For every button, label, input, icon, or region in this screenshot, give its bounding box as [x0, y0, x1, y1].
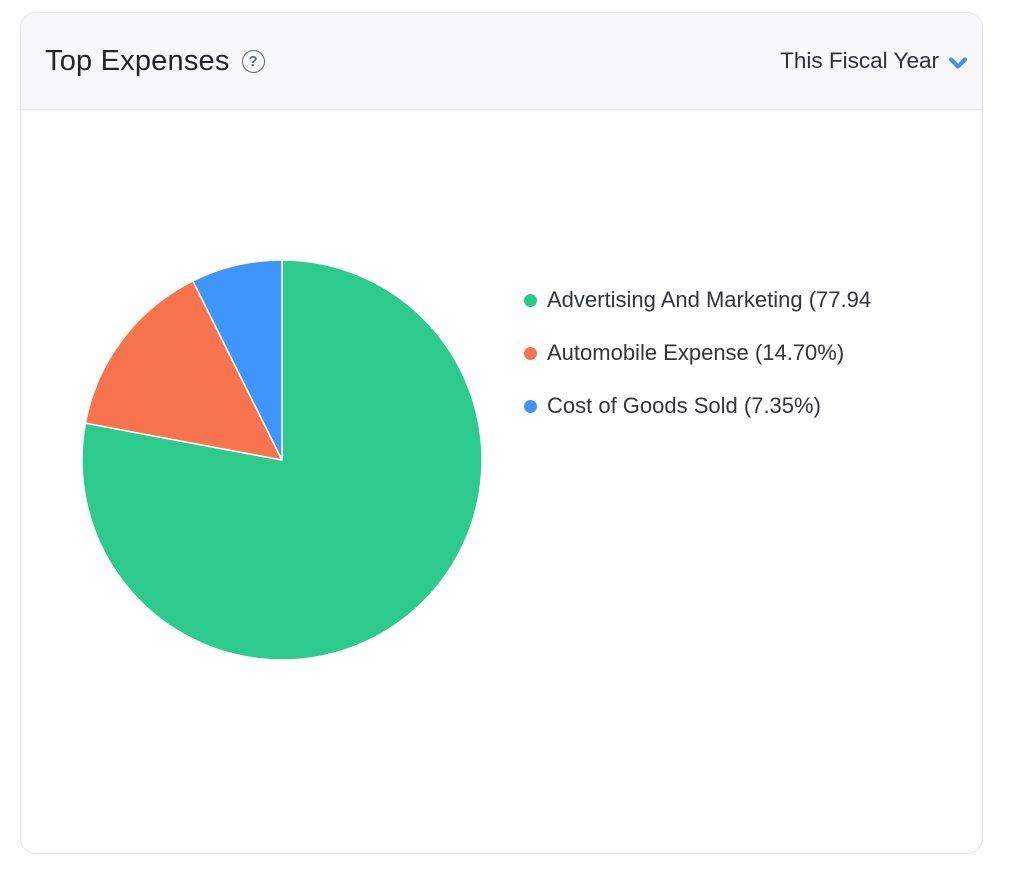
period-selector[interactable]: This Fiscal Year: [780, 48, 968, 74]
pie-slice-automobile-expense[interactable]: [84, 280, 283, 461]
widget-header: Top Expenses ? This Fiscal Year: [21, 13, 982, 110]
legend-item-advertising-and-marketing[interactable]: Advertising And Marketing (77.94: [524, 287, 871, 313]
widget-body: Advertising And Marketing (77.94 Automobi…: [21, 110, 982, 853]
legend-label: Advertising And Marketing (77.94: [547, 287, 872, 312]
top-expenses-widget: Top Expenses ? This Fiscal Year Advertis…: [20, 12, 983, 854]
pie-slice-cost-of-goods-sold[interactable]: [192, 259, 283, 461]
pie-legend: Advertising And Marketing (77.94 Automobi…: [524, 287, 871, 419]
legend-item-cost-of-goods-sold[interactable]: Cost of Goods Sold (7.35%): [524, 393, 871, 419]
widget-title: Top Expenses: [45, 44, 230, 77]
pie-chart: [81, 259, 483, 661]
help-icon[interactable]: ?: [241, 49, 265, 73]
legend-dot: [524, 293, 537, 307]
legend-label: Automobile Expense (14.70%): [547, 340, 845, 365]
legend-dot: [524, 346, 537, 360]
chevron-down-icon: [949, 57, 967, 68]
legend-dot: [524, 399, 537, 413]
legend-label: Cost of Goods Sold (7.35%): [547, 393, 821, 418]
period-selector-label: This Fiscal Year: [780, 48, 939, 73]
legend-item-automobile-expense[interactable]: Automobile Expense (14.70%): [524, 340, 871, 366]
